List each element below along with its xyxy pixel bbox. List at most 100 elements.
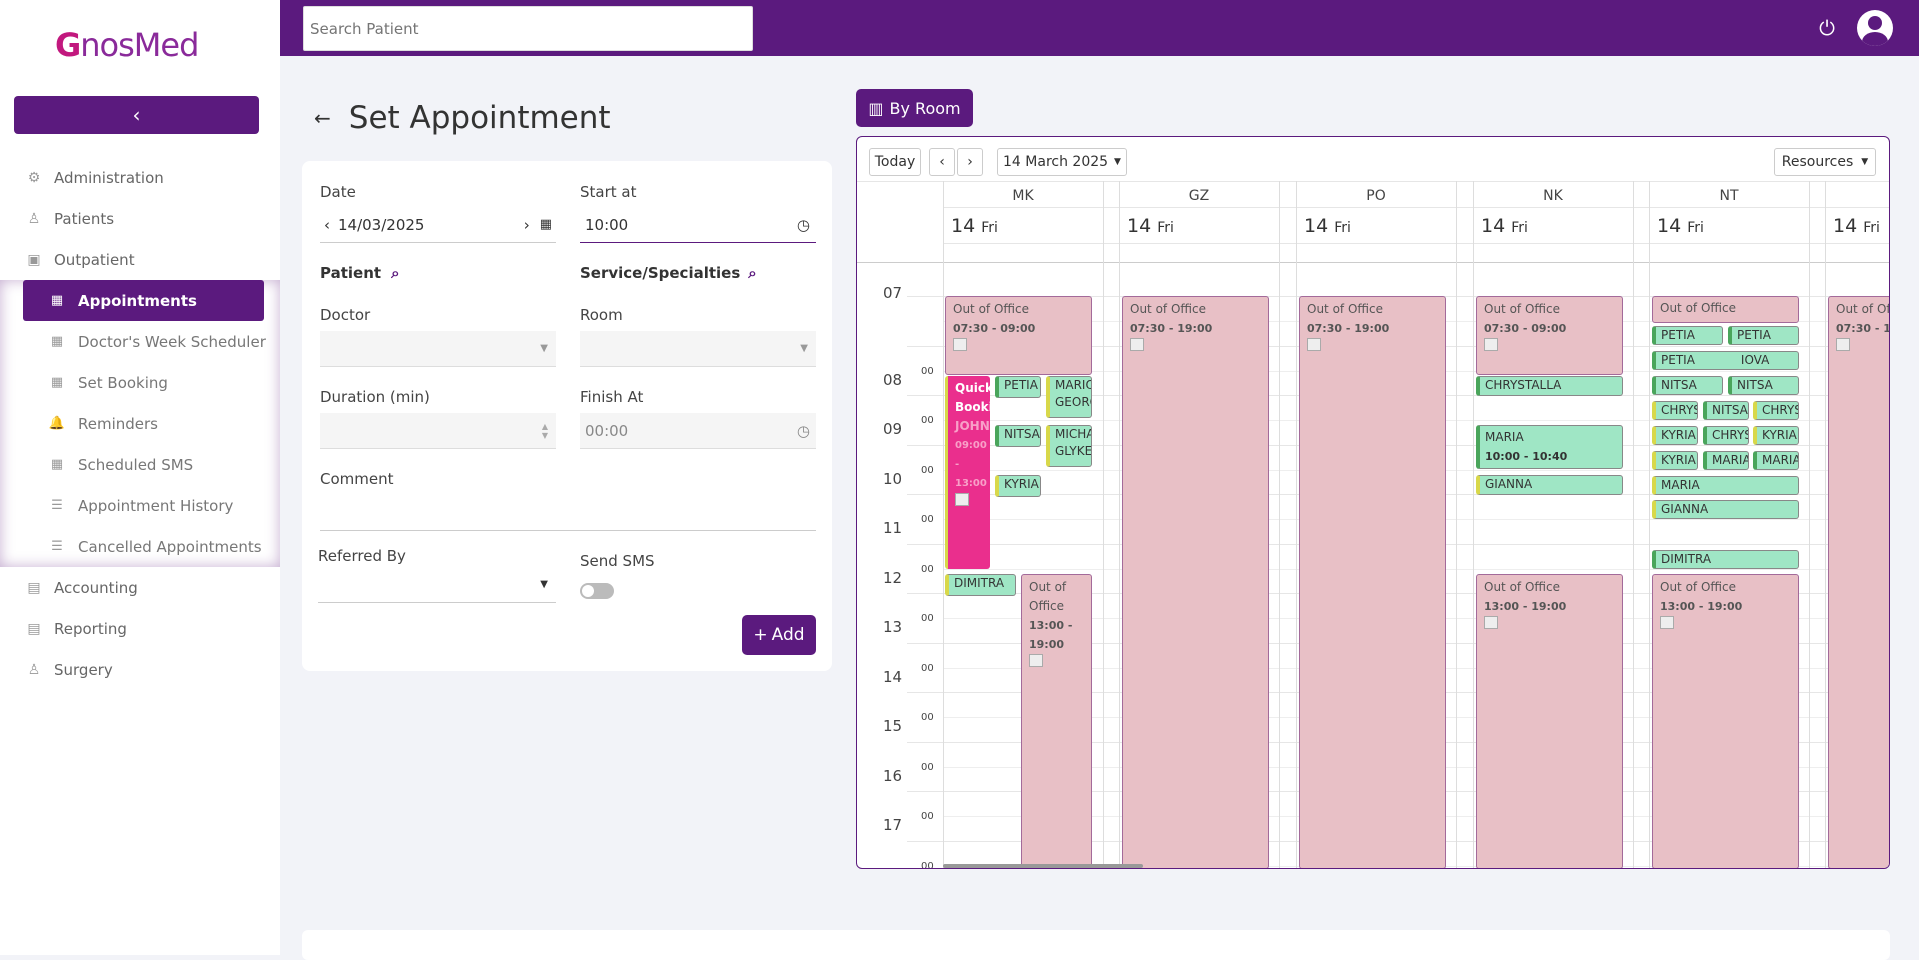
by-room-button[interactable]: ▥ By Room [856, 89, 973, 127]
sidebar-item-reminders[interactable]: 🔔 Reminders [48, 414, 158, 433]
appointment-event[interactable]: DIMITRA [945, 574, 1016, 596]
hour-label: 14 [883, 668, 903, 686]
back-arrow-icon[interactable]: ← [314, 106, 331, 130]
sidebar-item-cancelled[interactable]: ☰ Cancelled Appointments [0, 526, 280, 567]
search-icon[interactable]: ⌕ [748, 264, 757, 282]
sidebar-item-surgery[interactable]: ♙ Surgery [0, 649, 280, 690]
sidebar-item-appointment-history[interactable]: ☰ Appointment History [0, 485, 280, 526]
separator [857, 181, 1889, 182]
separator [857, 262, 1889, 263]
search-patient-input[interactable] [303, 6, 753, 51]
calendar-icon[interactable]: ▦ [539, 217, 552, 232]
quick-booking-event[interactable]: Quick BookingJOHN09:00 - 13:00 [945, 376, 990, 569]
finish-time-field[interactable]: 00:00 ◷ [580, 413, 816, 449]
out-of-office-event[interactable]: Out of Office 13:00 - 19:00 [1021, 574, 1092, 868]
out-of-office-event[interactable]: Out of Office 13:00 - 19:00 [1476, 574, 1623, 868]
sidebar-item-administration[interactable]: ⚙ Administration [0, 157, 280, 198]
appointment-form: Date ‹ 14/03/2025 › ▦ Start at 10:00 ◷ P… [302, 161, 832, 671]
column-divider [1456, 181, 1457, 868]
out-of-office-event[interactable]: Out of Office 07:30 - 09:00 [945, 296, 1092, 375]
room-label: Room [580, 306, 623, 324]
appointment-event[interactable]: KYRIA [1753, 426, 1799, 445]
day-label: 14 Fri [1833, 215, 1880, 237]
surgery-icon: ♙ [27, 661, 41, 678]
sidebar-item-set-booking[interactable]: ▦ Set Booking [0, 362, 280, 403]
appointment-event[interactable]: PETIA [1728, 326, 1799, 345]
start-time-field[interactable]: 10:00 ◷ [580, 207, 816, 243]
sidebar-item-appointments[interactable]: ▦ Appointments [23, 280, 264, 321]
appointment-event[interactable]: MARIO GEORG [1046, 376, 1092, 418]
appointment-event[interactable]: GIANNA [1652, 500, 1799, 519]
collapse-sidebar-button[interactable]: ‹ [14, 96, 259, 134]
appointment-event[interactable]: NITSA [1652, 376, 1723, 395]
appointment-event[interactable]: MARIA [1753, 451, 1799, 470]
out-of-office-event[interactable]: Out of Office 13:00 - 19:00 [1652, 574, 1799, 868]
room-select[interactable]: ▼ [580, 331, 816, 367]
comment-input[interactable] [320, 495, 816, 531]
search-icon[interactable]: ⌕ [391, 264, 400, 282]
appointment-event[interactable]: CHRYS [1652, 401, 1698, 420]
out-of-office-event[interactable]: Out of Office 07:30 - 09:00 [1476, 296, 1623, 375]
resources-button[interactable]: Resources ▼ [1774, 148, 1876, 176]
horizontal-scrollbar[interactable] [943, 864, 1143, 868]
today-button[interactable]: Today [869, 148, 921, 176]
appointment-event[interactable]: PETIA [995, 376, 1041, 398]
appointment-event[interactable]: NITSA [1728, 376, 1799, 395]
calendar-icon: ▦ [50, 457, 64, 472]
nav-menu: ⚙ Administration ♙ Patients ▣ Outpatient ▦ A… [0, 157, 280, 690]
column-divider [1119, 181, 1120, 868]
top-bar: ⏻ [280, 0, 1919, 56]
sidebar-item-reporting[interactable]: ▤ Reporting [0, 608, 280, 649]
appointment-event[interactable]: CHRYS [1753, 401, 1799, 420]
page-title: ← Set Appointment [314, 100, 611, 136]
appointment-event[interactable]: NITSA [1703, 401, 1749, 420]
referred-select[interactable]: ▼ [318, 567, 556, 603]
appointment-event[interactable]: CHRYS [1703, 426, 1749, 445]
doctor-label: Doctor [320, 306, 371, 324]
appointment-event[interactable]: MARIA [1703, 451, 1749, 470]
date-picker-button[interactable]: 14 March 2025 ▼ [997, 148, 1127, 176]
date-field[interactable]: ‹ 14/03/2025 › ▦ [320, 207, 556, 243]
column-head-po: PO [1366, 188, 1386, 204]
send-sms-toggle[interactable] [580, 583, 614, 599]
avatar[interactable] [1857, 10, 1893, 46]
image-icon [955, 493, 969, 506]
sidebar-item-accounting[interactable]: ▤ Accounting [0, 567, 280, 608]
sidebar-item-patients[interactable]: ♙ Patients [0, 198, 280, 239]
day-label: 14 Fri [1657, 215, 1704, 237]
sidebar-item-outpatient[interactable]: ▣ Outpatient [0, 239, 280, 280]
appointment-event[interactable]: PETIA [1652, 326, 1723, 345]
appointment-event[interactable]: KYRIA [1652, 451, 1698, 470]
clock-icon: ◷ [796, 421, 810, 440]
day-label: 14 Fri [1127, 215, 1174, 237]
prev-button[interactable]: ‹ [929, 148, 955, 176]
sidebar-item-doctors-week[interactable]: ▦ Doctor's Week Scheduler [0, 321, 280, 362]
appointment-event[interactable]: KYRIA [1652, 426, 1698, 445]
appointment-event[interactable]: CHRYSTALLA [1476, 376, 1623, 396]
appointment-event[interactable]: NITSA [995, 425, 1041, 447]
minutes-label: 00 [921, 514, 934, 525]
appointment-event[interactable]: GIANNA [1476, 475, 1623, 495]
appointment-event[interactable]: MICHA GLYKE [1046, 425, 1092, 467]
clock-icon[interactable]: ◷ [796, 215, 810, 234]
appointment-event[interactable]: DIMITRA [1652, 550, 1799, 569]
chevron-left-icon[interactable]: ‹ [324, 215, 330, 234]
out-of-office-event[interactable]: Out of Office [1652, 296, 1799, 323]
next-button[interactable]: › [957, 148, 983, 176]
doctor-select[interactable]: ▼ [320, 331, 556, 367]
appointment-event[interactable]: MARIA [1652, 476, 1799, 495]
hour-label: 12 [883, 569, 903, 587]
image-icon [1836, 338, 1850, 351]
appointment-event[interactable]: PETIA IOVA [1652, 351, 1799, 370]
sidebar-item-scheduled-sms[interactable]: ▦ Scheduled SMS [0, 444, 280, 485]
duration-stepper[interactable]: ▲ ▼ [320, 413, 556, 449]
appointment-event[interactable]: MARIA 10:00 - 10:40 [1476, 425, 1623, 469]
chevron-right-icon[interactable]: › [523, 215, 530, 234]
add-button[interactable]: + Add [742, 615, 816, 655]
stepper-icon[interactable]: ▲ ▼ [541, 421, 548, 440]
appointment-event[interactable]: KYRIA [995, 475, 1041, 497]
power-icon[interactable]: ⏻ [1819, 16, 1835, 40]
